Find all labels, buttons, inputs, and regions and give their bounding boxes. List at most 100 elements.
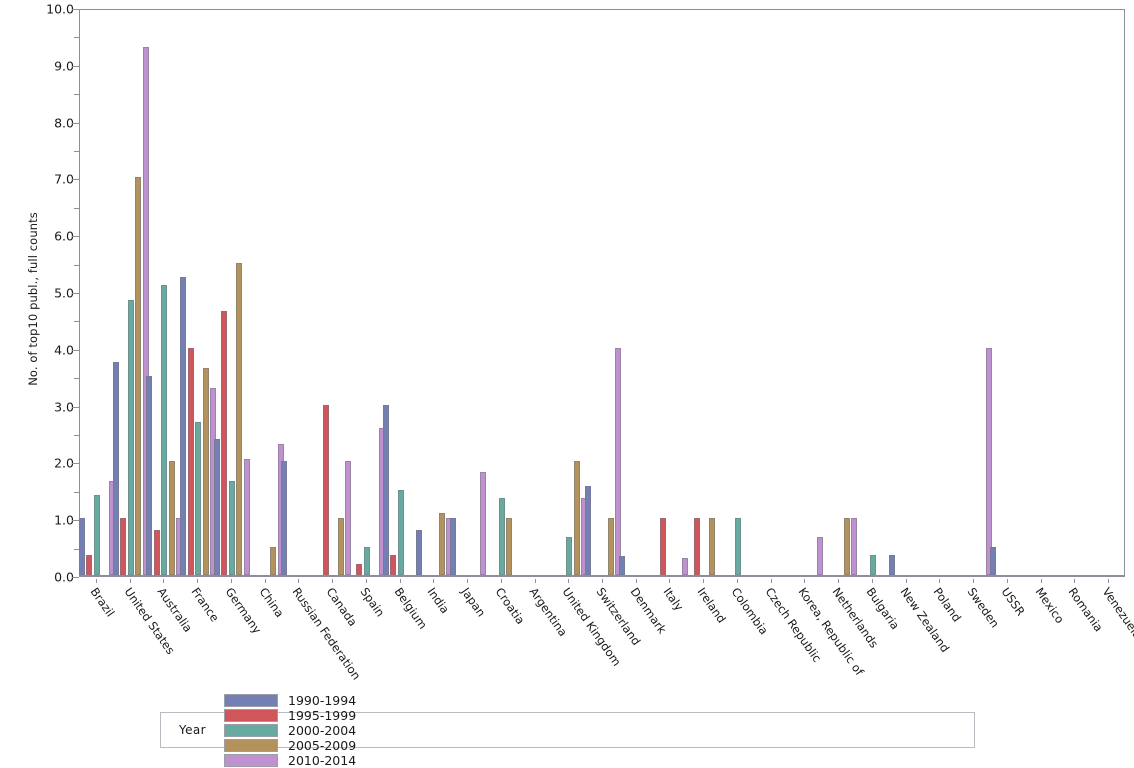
y-minor-tick-mark	[74, 207, 79, 209]
x-tick-mark	[264, 579, 266, 583]
y-tick-label: 9.0	[54, 58, 74, 74]
bar-group	[518, 10, 554, 575]
bar	[693, 518, 700, 575]
bar	[236, 262, 243, 575]
bar	[142, 46, 149, 575]
x-tick-label: Venezuela	[1099, 585, 1134, 642]
x-tick-label: India	[424, 585, 453, 617]
x-tick-mark	[905, 579, 907, 583]
y-tick-mark	[72, 65, 79, 67]
bar	[78, 518, 85, 575]
bar	[851, 518, 858, 575]
x-tick-mark	[568, 579, 570, 583]
bar	[187, 347, 194, 575]
bar-group	[686, 10, 722, 575]
bar	[566, 536, 573, 575]
y-axis: 0.0 1.0 2.0 3.0 4.0 5.0 6.0 7.0 8.0 9.0 10.0	[0, 0, 79, 756]
bar	[195, 421, 202, 575]
x-tick-mark	[669, 579, 671, 583]
bar-group	[315, 10, 352, 575]
legend-item[interactable]: 2000-2004	[224, 723, 394, 738]
x-tick-label: Japan	[458, 585, 489, 620]
bar	[416, 529, 423, 575]
x-tick-label: China	[256, 585, 287, 620]
x-tick-label: USSR	[998, 585, 1028, 619]
legend-item[interactable]: 2005-2009	[224, 738, 394, 753]
x-tick-mark	[703, 579, 705, 583]
bar	[682, 557, 689, 575]
y-tick-mark	[72, 577, 79, 578]
x-tick-mark	[635, 579, 637, 583]
y-tick-mark	[72, 179, 79, 181]
y-minor-tick-mark	[74, 548, 79, 550]
bar	[243, 458, 250, 575]
x-axis-labels: Brazil United States Australia France German…	[79, 579, 1134, 699]
bar	[221, 310, 228, 575]
x-tick-mark	[736, 579, 738, 583]
y-tick-mark	[72, 236, 79, 238]
y-tick-mark	[72, 9, 79, 10]
bar-group	[213, 10, 250, 575]
bar	[112, 362, 119, 575]
bar-group	[1024, 10, 1060, 575]
legend-swatch	[224, 723, 279, 737]
legend-item[interactable]: 1995-1999	[224, 708, 394, 723]
legend-item[interactable]: 2010-2014	[224, 753, 394, 768]
bar-group	[248, 10, 284, 575]
y-minor-tick-mark	[74, 37, 79, 39]
y-minor-tick-mark	[74, 378, 79, 380]
bar-group	[112, 10, 149, 575]
y-tick-label: 6.0	[54, 228, 74, 244]
bar	[869, 555, 876, 575]
x-tick-mark	[1040, 579, 1042, 583]
bar	[356, 563, 363, 575]
y-tick-mark	[72, 122, 79, 124]
x-tick-mark	[939, 579, 941, 583]
bar	[93, 495, 100, 575]
plot-area	[78, 9, 1125, 577]
x-tick-mark	[871, 579, 873, 583]
y-minor-tick-mark	[74, 94, 79, 96]
bar-group	[78, 10, 115, 575]
bar	[228, 481, 235, 575]
y-tick-label: 7.0	[54, 171, 74, 187]
y-tick-mark	[72, 406, 79, 408]
bar	[615, 347, 621, 575]
y-tick-label: 5.0	[54, 285, 74, 301]
x-tick-mark	[534, 579, 536, 583]
bar-group	[821, 10, 858, 575]
bar-group	[922, 10, 958, 575]
y-minor-tick-mark	[74, 321, 79, 323]
bar	[382, 404, 389, 575]
bar	[168, 461, 175, 575]
y-tick-mark	[72, 463, 79, 465]
x-tick-mark	[602, 579, 603, 583]
x-tick-mark	[973, 579, 975, 583]
bar	[135, 177, 142, 575]
y-tick-mark	[72, 293, 79, 294]
legend-title: Year	[179, 723, 207, 737]
bar	[573, 461, 580, 575]
legend-item[interactable]: 1990-1994	[224, 693, 394, 708]
x-tick-label: Brazil	[87, 585, 118, 620]
legend-label: 1995-1999	[288, 707, 357, 723]
bar-group	[855, 10, 891, 575]
x-tick-label: Italy	[661, 585, 687, 614]
bar-group	[956, 10, 993, 575]
legend-label: 2000-2004	[288, 722, 357, 738]
x-tick-label: Poland	[930, 585, 965, 625]
x-tick-mark	[95, 579, 97, 583]
bar	[986, 347, 993, 575]
legend-label: 2010-2014	[288, 752, 357, 768]
bar-group	[1057, 10, 1093, 575]
x-tick-label: Sweden	[964, 585, 1003, 631]
bar	[734, 518, 741, 575]
legend: Year 1990-1994 1995-1999 2000-2004 2005-200…	[160, 693, 975, 768]
bar	[708, 518, 715, 575]
y-tick-label: 2.0	[54, 455, 74, 471]
bar-group	[484, 10, 520, 575]
bar-group	[450, 10, 487, 575]
bar	[213, 438, 220, 575]
bar	[120, 518, 127, 575]
y-tick-label: 3.0	[54, 399, 74, 415]
